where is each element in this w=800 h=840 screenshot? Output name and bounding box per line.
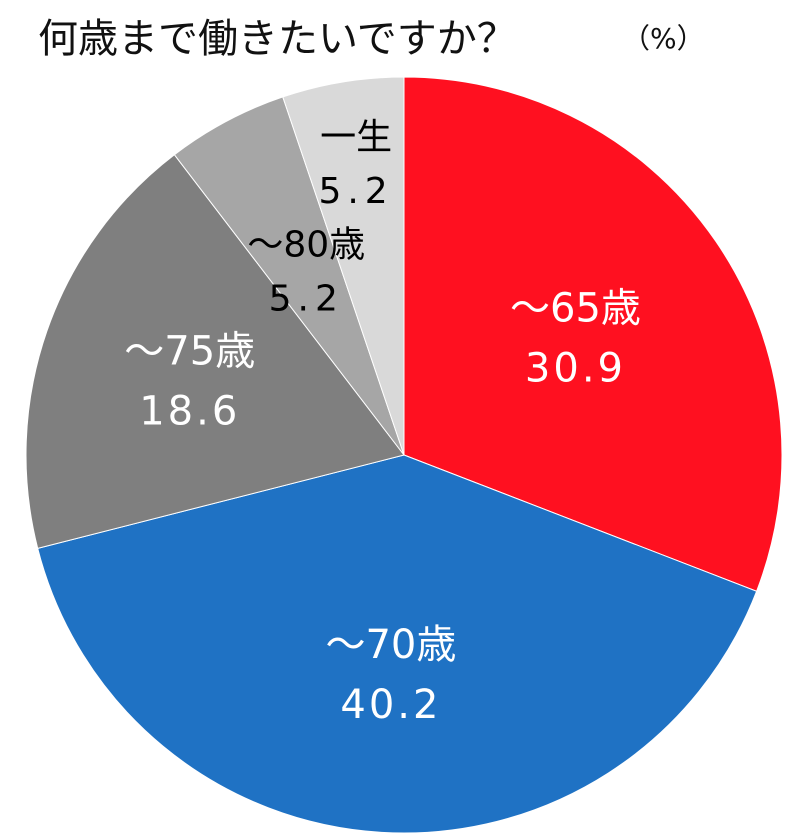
pie-slice [25,154,405,549]
slice-value-label: 5.2 [269,279,344,320]
chart-unit-label: （%） [622,22,705,55]
slice-value-label: 18.6 [139,389,240,435]
slice-category-label: ～75歳 [124,329,255,375]
pie-slice [282,76,405,456]
pie-slice [37,454,758,834]
pie-slices [25,76,783,834]
slice-category-label: ～70歳 [325,622,456,668]
slice-value-label: 30.9 [525,345,626,391]
slice-category-label: ～65歳 [510,285,641,331]
pie-labels: ～65歳 30.9 ～70歳 40.2 ～75歳 18.6 ～80歳 5.2 一生 5.2 [124,117,641,728]
chart-title: 何歳まで働きたいですか？ [38,16,517,62]
slice-category-label: 一生 [320,117,392,158]
slice-value-label: 5.2 [318,171,393,212]
slice-value-label: 40.2 [340,682,441,728]
slice-category-label: ～80歳 [247,225,365,266]
pie-slice [403,76,783,592]
